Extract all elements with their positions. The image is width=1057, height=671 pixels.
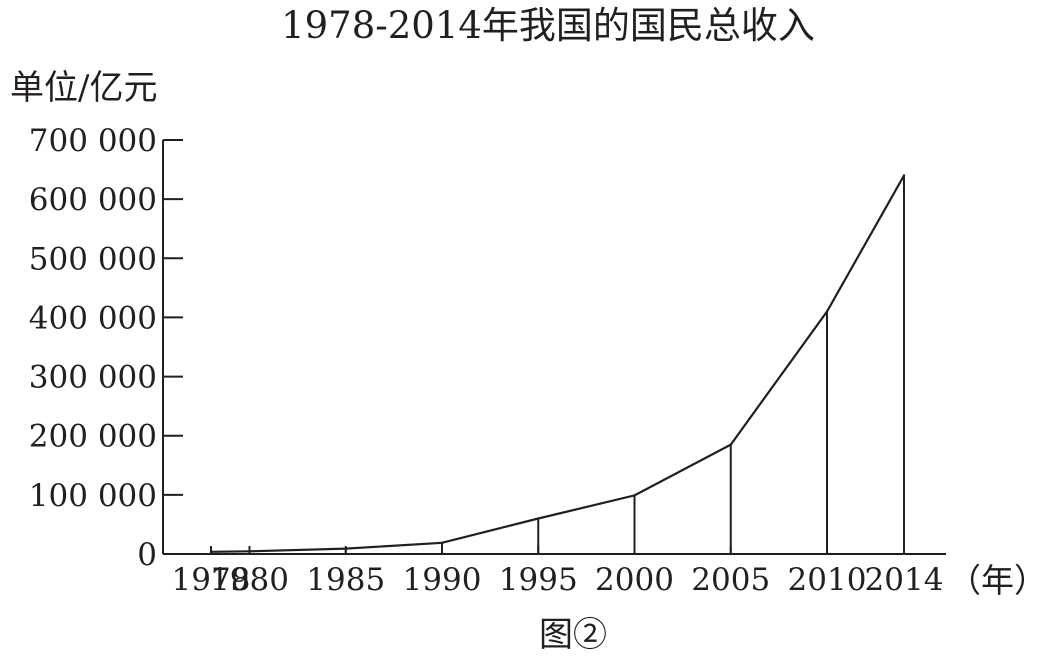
series-line xyxy=(210,174,905,553)
y-tick-label: 100 000 xyxy=(29,478,157,514)
x-tick-label: 1990 xyxy=(403,562,482,598)
y-tick-label: 400 000 xyxy=(29,300,157,336)
data-point xyxy=(902,174,906,177)
x-tick-label: 1995 xyxy=(499,562,578,598)
x-tick-label: 2000 xyxy=(595,562,674,598)
chart-title: 1978-2014年我国的国民总收入 xyxy=(281,4,815,47)
data-point xyxy=(729,443,732,446)
y-axis-unit-label: 单位/亿元 xyxy=(10,68,157,108)
y-tick-label: 700 000 xyxy=(29,123,157,159)
y-tick-label: 0 xyxy=(137,537,157,573)
drop-lines-group xyxy=(210,175,905,554)
y-tick-label: 600 000 xyxy=(29,182,157,218)
y-tick-label: 200 000 xyxy=(29,419,157,455)
x-tick-label: 1980 xyxy=(210,562,289,598)
x-tick-label: 2014 xyxy=(865,562,944,598)
data-point xyxy=(344,547,347,550)
y-tick-label: 500 000 xyxy=(29,241,157,277)
series-line-group xyxy=(209,174,906,554)
x-tick-label: 1985 xyxy=(306,562,385,598)
data-point xyxy=(440,541,444,545)
data-point xyxy=(248,550,251,553)
x-tick-label: 2010 xyxy=(788,562,867,598)
data-point xyxy=(633,494,636,497)
x-axis-unit-label: （年） xyxy=(948,561,1047,600)
data-point xyxy=(537,517,540,520)
x-tick-label: 2005 xyxy=(691,562,770,598)
figure-caption: 图② xyxy=(539,615,607,655)
data-point xyxy=(209,550,213,554)
data-point xyxy=(825,310,829,313)
y-ticks-group: 0 100 000 200 000 300 000 400 000 500 000 600 … xyxy=(29,123,183,573)
y-tick-label: 300 000 xyxy=(29,360,157,396)
x-tick-label: 1978 xyxy=(172,562,251,598)
